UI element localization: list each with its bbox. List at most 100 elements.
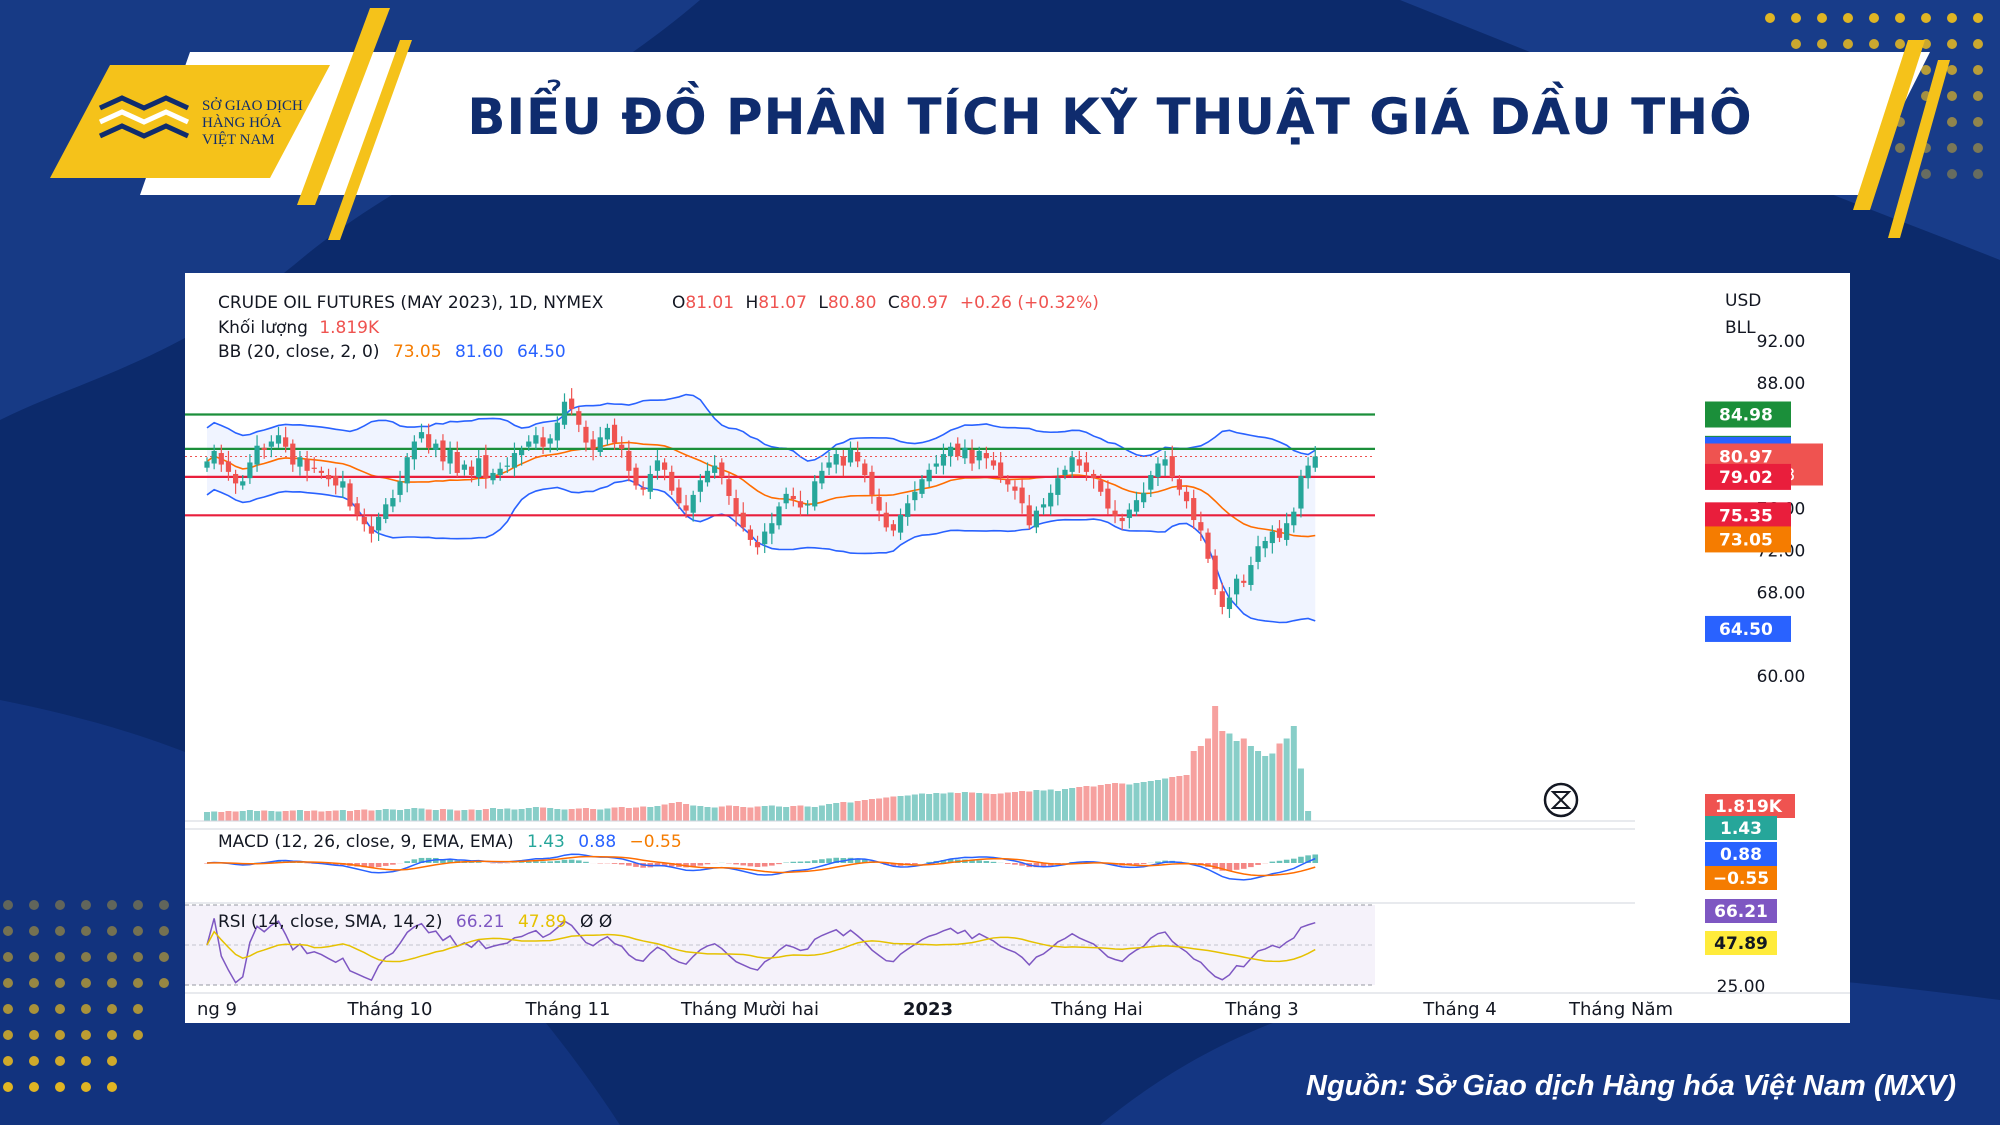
candle-body [1069,457,1075,472]
candle-body [733,498,739,516]
candle [497,462,503,481]
candle [1069,450,1075,478]
replay-icon[interactable] [1543,782,1579,818]
volume-bar [1162,778,1169,821]
candle [840,449,846,477]
candle-body [704,470,711,483]
volume-bar [304,811,311,821]
candle-body [797,501,804,508]
candle [754,535,761,555]
candle-body [1012,486,1018,491]
candle [490,468,496,485]
volume-bar [490,808,496,821]
volume-bar [1205,738,1211,821]
candle [1033,506,1039,534]
decorative-dot [1895,13,1905,23]
decorative-dot [1843,39,1853,49]
decorative-dot [1973,39,1983,49]
candle [783,487,789,510]
candle-body [683,505,689,511]
macd-hist-bar [618,863,625,865]
price-tick-label: 60.00 [1757,667,1806,687]
price-tick-label: 88.00 [1757,374,1806,394]
candle [1005,475,1011,492]
macd-hist-bar [1005,863,1011,864]
volume-bar [1026,791,1033,821]
volume-bar [239,811,246,821]
candle [812,475,818,511]
volume-bar [983,793,990,821]
candle-body [454,451,460,473]
candle-body [1276,528,1283,538]
candle [855,441,861,468]
candle [233,469,239,494]
candle-body [690,494,696,513]
volume-bar [204,812,210,821]
volume-bar [518,809,525,821]
macd-hist-bar [433,857,439,863]
volume-readout: Khối lượng 1.819K [218,317,380,338]
candle-body [740,512,746,528]
candle [547,434,553,453]
o-value: 81.01 [685,293,734,313]
rsi-extra: Ø Ø [580,912,612,932]
candle [733,489,739,527]
volume-bar [1176,776,1183,821]
candle [833,449,839,474]
macd-signal-line [206,855,1316,877]
l-value: 80.80 [828,293,877,313]
macd-hist-bar [704,863,711,865]
decorative-dot [1947,13,1957,23]
volume-bar [811,807,818,821]
volume-bar [525,808,532,821]
volume-bar [1283,738,1290,821]
volume-bar [933,793,940,821]
time-tick-label: Tháng Mười hai [680,999,819,1020]
candle [826,451,832,476]
candle [554,416,560,451]
candle [440,434,446,471]
volume-bar [1233,741,1240,821]
time-tick-label: ng 9 [197,999,237,1020]
price-tag-text: 79.02 [1719,468,1773,488]
candle [569,388,575,415]
candle [940,443,947,475]
candle-body [1291,511,1297,526]
macd-hist-bar [890,863,897,866]
volume-bar [1240,738,1247,821]
candle-body [447,449,453,464]
price-tag-bg [1705,615,1791,642]
c-value: 80.97 [900,293,949,313]
price-label-tag: 79.02 [1705,463,1791,490]
candle [397,470,403,503]
macd-tag: 1.43 [1705,816,1777,840]
candle-body [912,491,918,501]
candle-body [640,487,646,490]
candle-body [1076,459,1082,466]
volume-bar [1033,790,1040,821]
volume-bar [1147,781,1154,821]
candle-body [540,437,546,447]
macd-hist-bar [654,863,661,867]
macd-hist-bar [847,857,854,863]
candle-body [325,475,332,480]
candle [1262,536,1268,558]
bb-readout: BB (20, close, 2, 0) 73.05 81.60 64.50 [218,342,566,362]
candle-body [697,480,703,492]
candle-body [919,479,925,494]
macd-hist-bar [1276,860,1283,863]
decorative-dot [29,1030,39,1040]
candle [1219,582,1225,615]
candle-body [1262,540,1268,549]
candle-body [847,449,854,463]
candle [1048,484,1054,516]
volume-bar [725,805,732,821]
macd-hist-bar [447,859,453,863]
volume-bar [1083,786,1090,821]
ohlc-readout: O81.01 H81.07 L80.80 C80.97 +0.26 (+0.32… [672,293,1099,313]
rsi-line [206,918,1316,984]
candle-body [1198,522,1204,531]
candle [583,420,589,452]
time-tick-label: 2023 [903,999,953,1020]
volume-bar [1019,791,1026,821]
